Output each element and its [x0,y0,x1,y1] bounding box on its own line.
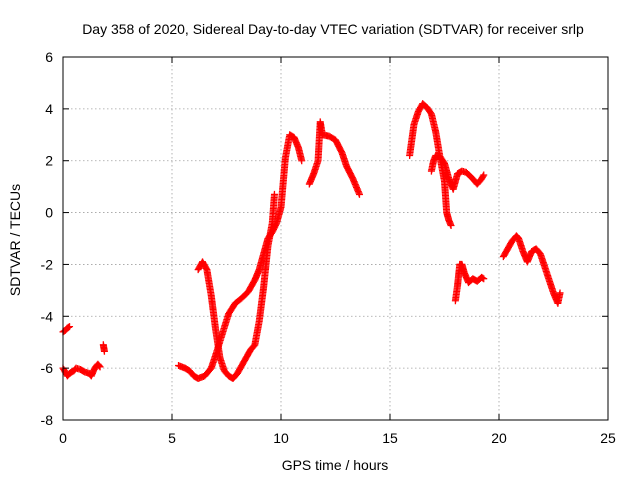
y-tick-label: 0 [45,205,53,221]
series-arc-3 [194,190,278,383]
x-tick-label: 10 [273,430,289,446]
data-point [556,289,564,297]
y-tick-label: 2 [45,153,53,169]
data-point [66,323,74,331]
grid [63,57,608,420]
x-tick-label: 5 [168,430,176,446]
y-tick-label: 6 [45,49,53,65]
y-tick-label: 4 [45,101,53,117]
x-axis-label: GPS time / hours [282,457,389,473]
data-point [298,157,306,165]
tick-labels: 0 5 10 15 20 25 -8 -6 -4 -2 0 2 4 6 [41,49,616,446]
series-arc-1c [99,341,108,355]
data-point [479,172,487,180]
y-tick-label: -8 [41,412,54,428]
data-point [355,190,363,198]
y-tick-label: -2 [41,256,54,272]
data-point [95,362,103,370]
series-arc-5 [406,100,455,230]
data-point [96,363,104,371]
x-tick-label: 0 [59,430,67,446]
y-tick-label: -4 [41,308,54,324]
data-point [480,171,488,179]
x-tick-label: 15 [382,430,398,446]
data-point [270,190,278,198]
data-point [480,275,488,283]
data-point [447,222,455,230]
data-points [59,100,564,383]
series-arc-8 [499,232,564,307]
series-arc-4 [305,118,363,198]
plot-frame [62,56,609,421]
series-arc-2 [175,131,306,383]
series-arc-7 [451,260,488,305]
chart-title: Day 358 of 2020, Sidereal Day-to-day VTE… [82,21,584,37]
x-tick-label: 20 [491,430,507,446]
axis-ticks [62,56,609,421]
series-arc-6 [427,152,488,193]
x-tick-label: 25 [600,430,616,446]
data-point [100,347,108,355]
y-tick-label: -6 [41,360,54,376]
series-arc-1b [59,360,104,380]
y-axis-label: SDTVAR / TECUs [7,184,23,296]
